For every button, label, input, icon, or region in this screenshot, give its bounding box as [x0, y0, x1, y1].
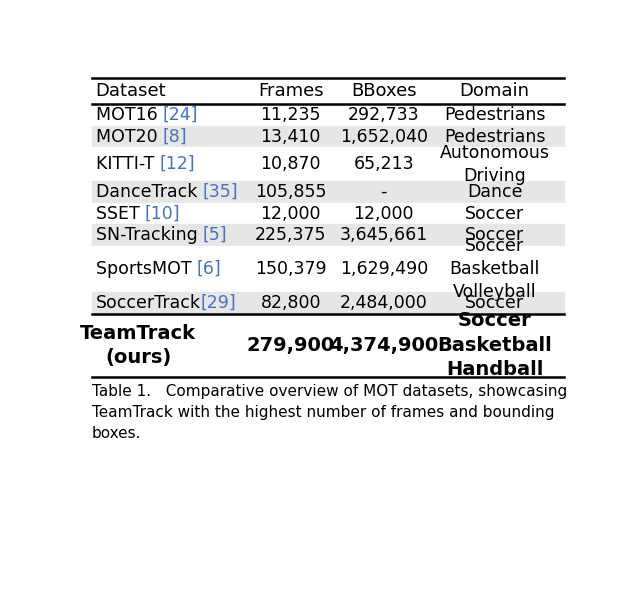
Text: SN-Tracking: SN-Tracking — [95, 226, 203, 244]
Text: 150,379: 150,379 — [255, 260, 326, 278]
Text: MOT16: MOT16 — [95, 106, 163, 124]
Text: 225,375: 225,375 — [255, 226, 326, 244]
Text: 4,374,900: 4,374,900 — [329, 336, 438, 355]
Bar — [92, 147, 564, 181]
Text: SportsMOT: SportsMOT — [95, 260, 196, 278]
Bar — [92, 246, 564, 292]
Text: KITTI-T: KITTI-T — [95, 155, 159, 173]
Bar — [92, 224, 564, 246]
Text: Pedestrians: Pedestrians — [444, 128, 545, 146]
Text: Domain: Domain — [460, 82, 530, 100]
Bar — [92, 78, 564, 104]
Text: [10]: [10] — [145, 204, 180, 223]
Text: 12,000: 12,000 — [353, 204, 414, 223]
Text: 279,900: 279,900 — [246, 336, 335, 355]
Text: [6]: [6] — [196, 260, 221, 278]
Text: 65,213: 65,213 — [353, 155, 414, 173]
Text: 10,870: 10,870 — [260, 155, 321, 173]
Text: Soccer: Soccer — [465, 204, 524, 223]
Text: DanceTrack: DanceTrack — [95, 183, 202, 201]
Text: SSET: SSET — [95, 204, 145, 223]
Text: 3,645,661: 3,645,661 — [340, 226, 428, 244]
Text: MOT20: MOT20 — [95, 128, 163, 146]
Text: [8]: [8] — [163, 128, 188, 146]
Bar — [92, 104, 564, 126]
Text: TeamTrack
(ours): TeamTrack (ours) — [80, 324, 196, 367]
Text: Soccer
Basketball
Handball: Soccer Basketball Handball — [437, 312, 552, 379]
Text: 2,484,000: 2,484,000 — [340, 294, 428, 312]
Text: BBoxes: BBoxes — [351, 82, 417, 100]
Bar — [92, 313, 564, 377]
Bar — [92, 203, 564, 224]
Text: Table 1.   Comparative overview of MOT datasets, showcasing
TeamTrack with the h: Table 1. Comparative overview of MOT dat… — [92, 384, 567, 442]
Text: [5]: [5] — [203, 226, 227, 244]
Text: [24]: [24] — [163, 106, 198, 124]
Bar — [92, 292, 564, 313]
Text: [35]: [35] — [202, 183, 238, 201]
Text: Dataset: Dataset — [95, 82, 166, 100]
Text: Soccer: Soccer — [465, 226, 524, 244]
Text: Autonomous
Driving: Autonomous Driving — [440, 144, 550, 185]
Text: -: - — [381, 183, 387, 201]
Text: 13,410: 13,410 — [260, 128, 321, 146]
Text: Pedestrians: Pedestrians — [444, 106, 545, 124]
Text: [29]: [29] — [200, 294, 236, 312]
Text: Soccer
Basketball
Volleyball: Soccer Basketball Volleyball — [449, 237, 540, 301]
Text: 11,235: 11,235 — [260, 106, 321, 124]
Text: Soccer: Soccer — [465, 294, 524, 312]
Text: 1,629,490: 1,629,490 — [340, 260, 428, 278]
Text: [12]: [12] — [159, 155, 195, 173]
Text: 82,800: 82,800 — [260, 294, 321, 312]
Text: 12,000: 12,000 — [260, 204, 321, 223]
Text: SoccerTrack: SoccerTrack — [95, 294, 200, 312]
Bar — [92, 181, 564, 203]
Text: 105,855: 105,855 — [255, 183, 326, 201]
Text: 1,652,040: 1,652,040 — [340, 128, 428, 146]
Text: Frames: Frames — [258, 82, 324, 100]
Bar — [92, 126, 564, 147]
Text: 292,733: 292,733 — [348, 106, 420, 124]
Text: Dance: Dance — [467, 183, 522, 201]
